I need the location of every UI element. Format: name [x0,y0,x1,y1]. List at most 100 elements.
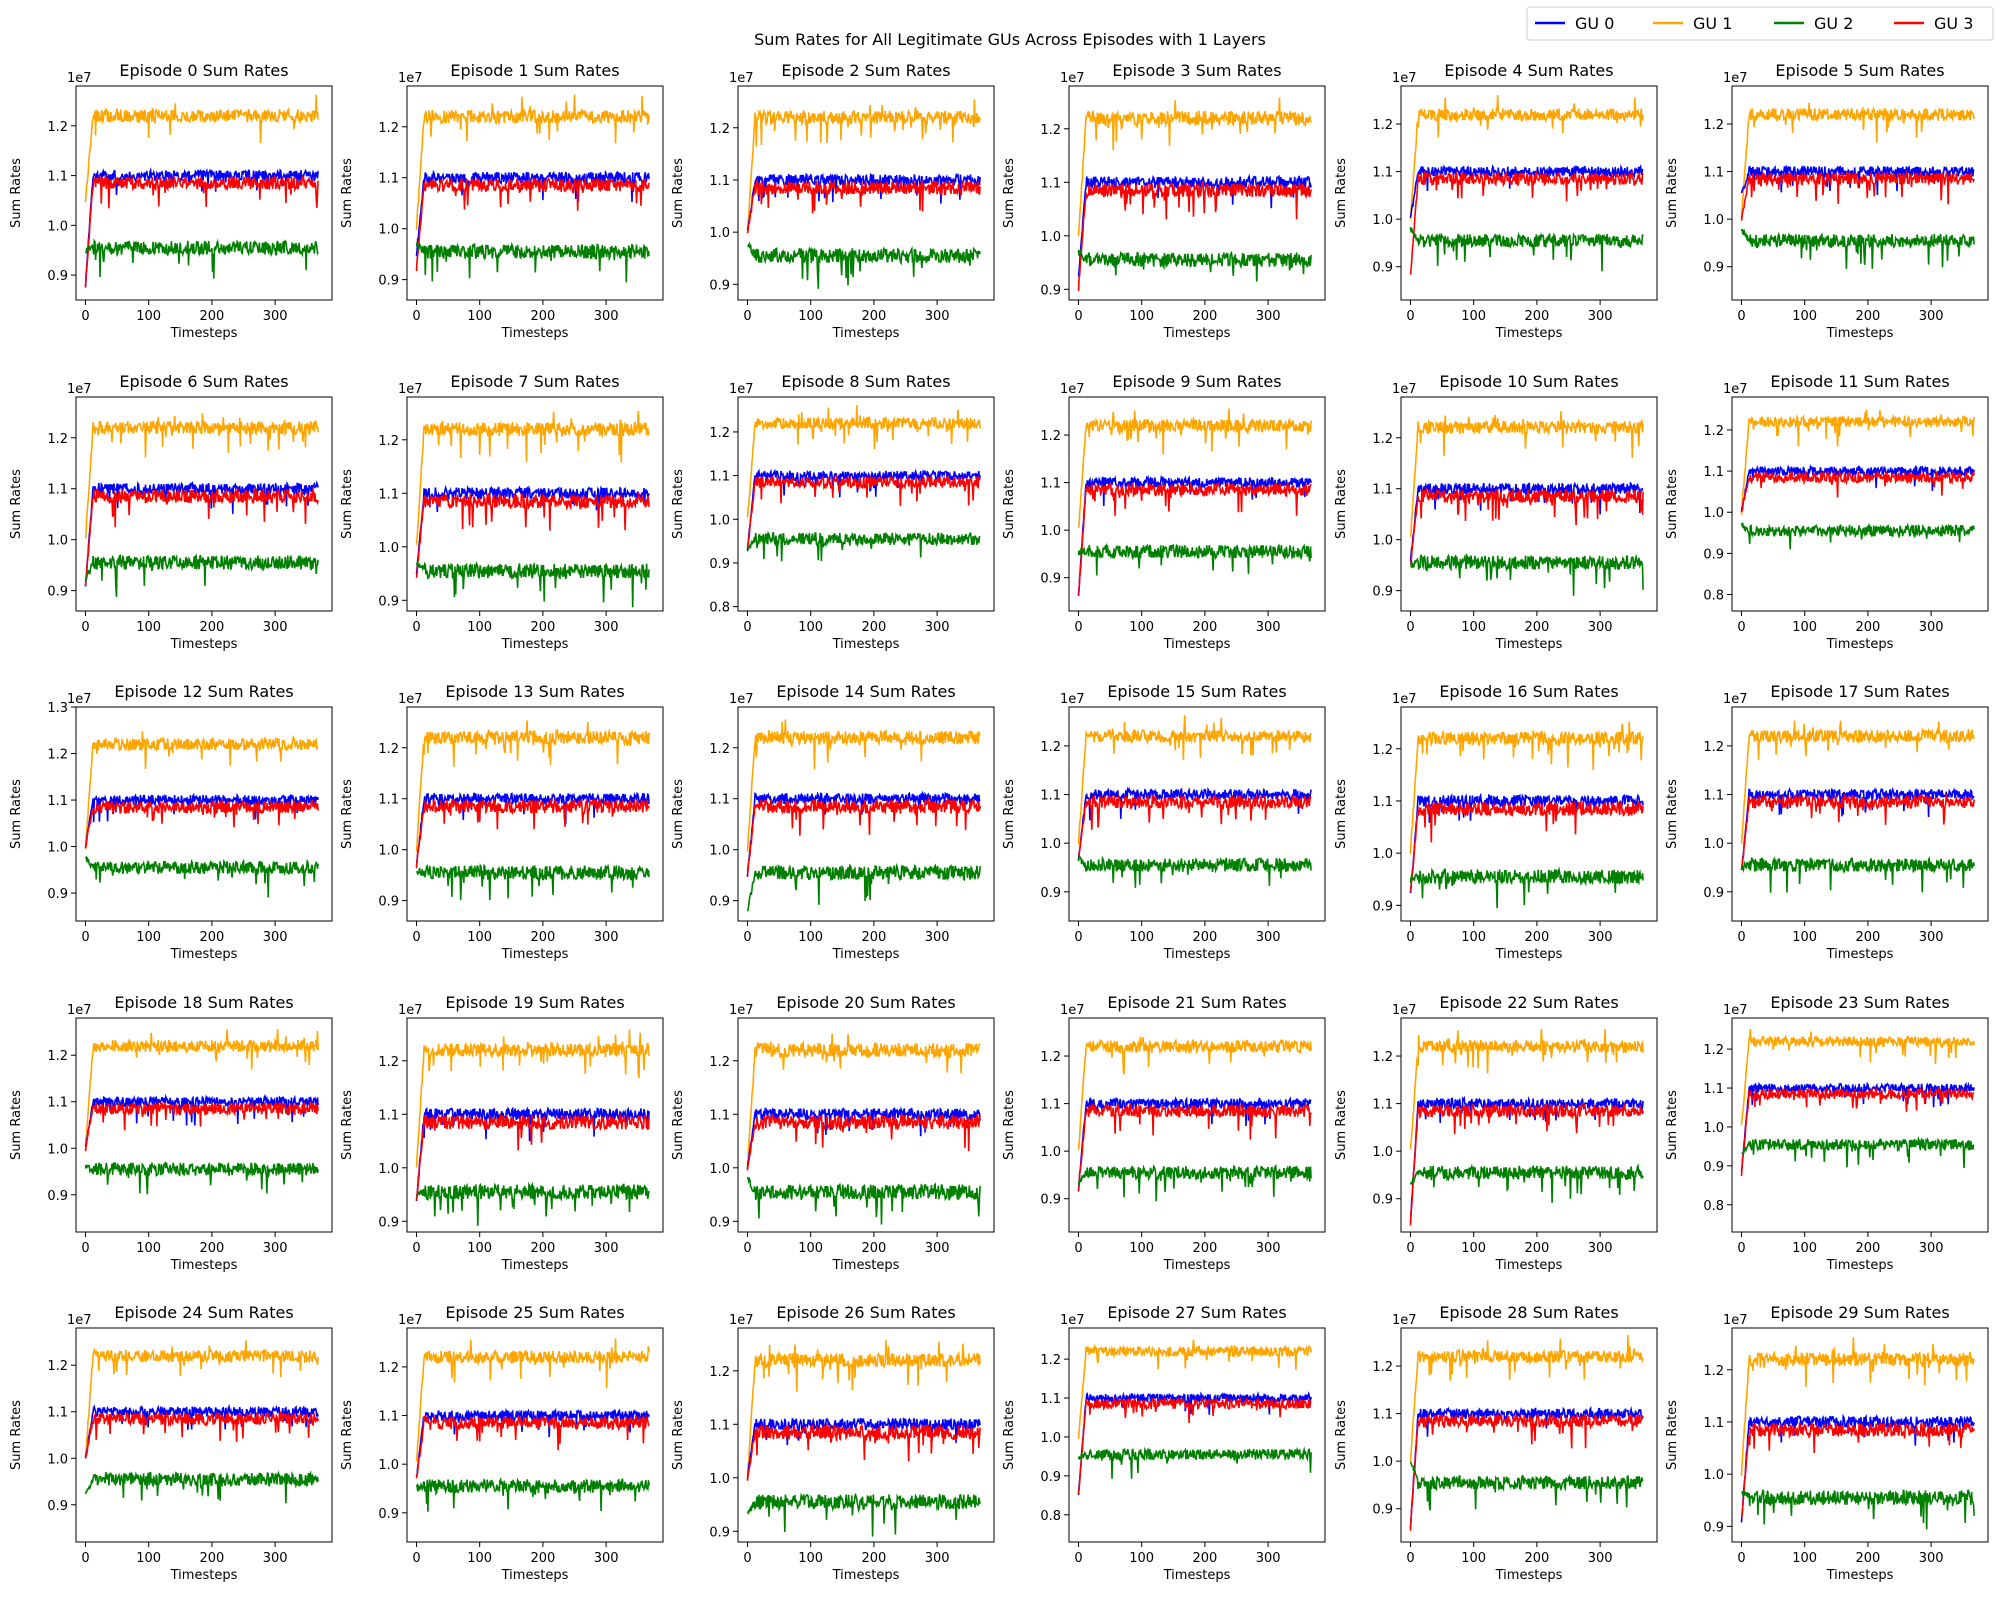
x-tick-label: 300 [1256,309,1281,324]
y-tick-label: 0.9 [47,585,68,600]
series-gu2 [84,1470,319,1504]
axes-frame [75,1327,333,1543]
x-axis-label: Timesteps [501,326,569,341]
y-tick-label: 1.2 [709,742,730,757]
panel-title: Episode 28 Sum Rates [1439,1303,1618,1322]
y-tick-label: 1.2 [1372,118,1393,133]
x-tick-label: 300 [263,309,288,324]
panel-episode-17: 0 100 200 300 0.9 1.0 1.1 1.2 1e7 Episode 17 Sum … [1665,682,1989,962]
series-gu0 [415,1407,650,1477]
x-tick-label: 100 [1129,1551,1154,1566]
y-tick-label: 1.1 [1703,789,1724,804]
series-gu1 [1077,97,1312,237]
y-tick-label: 1.1 [378,487,399,502]
x-axis-label: Timesteps [1163,1258,1231,1273]
series-gu2 [1409,1461,1644,1511]
series-gu0 [1409,481,1644,562]
x-tick-label: 300 [594,309,619,324]
y-tick-label: 1.0 [1040,524,1061,539]
x-tick-label: 0 [81,1241,89,1256]
y-tick-label: 1.0 [378,844,399,859]
panel-title: Episode 16 Sum Rates [1439,682,1618,701]
y-exponent-label: 1e7 [1723,1313,1748,1328]
panel-grid: 0 100 200 300 0.9 1.0 1.1 1.2 1e7 Episode 0 Sum R… [9,61,1989,1583]
y-tick-label: 1.1 [47,1406,68,1421]
x-tick-label: 100 [1129,309,1154,324]
x-tick-label: 100 [136,1551,161,1566]
y-axis-label: Sum Rates [1002,1090,1017,1160]
x-tick-label: 300 [925,620,950,635]
panel-title: Episode 1 Sum Rates [450,61,619,80]
series-gu2 [84,1160,319,1195]
y-exponent-label: 1e7 [1392,71,1417,86]
series-gu2 [1741,1136,1975,1169]
y-tick-label: 1.1 [1703,166,1724,181]
y-exponent-label: 1e7 [398,71,423,86]
x-tick-label: 0 [743,309,751,324]
x-tick-label: 300 [1256,930,1281,945]
y-tick-label: 1.0 [709,1162,730,1177]
y-tick-label: 1.1 [709,1108,730,1123]
series-gu0 [84,792,319,848]
y-axis-label: Sum Rates [1334,1400,1349,1470]
y-axis-label: Sum Rates [340,158,355,228]
axes-frame [406,396,664,612]
series-gu2 [1077,542,1312,576]
y-tick-label: 1.2 [709,1055,730,1070]
panel-title: Episode 15 Sum Rates [1107,682,1286,701]
y-tick-label: 1.1 [1372,1098,1393,1113]
x-tick-label: 100 [1129,930,1154,945]
series-gu1 [1740,1337,1975,1476]
series-gu1 [746,719,981,852]
series-gu3 [1409,1101,1644,1226]
y-tick-label: 0.9 [1040,1193,1061,1208]
panel-episode-29: 0 100 200 300 0.9 1.0 1.1 1.2 1e7 Episode 29 Sum … [1665,1303,1989,1583]
y-tick-label: 1.0 [378,541,399,556]
y-tick-label: 1.1 [1372,795,1393,810]
y-tick-label: 1.2 [47,432,68,447]
y-axis-label: Sum Rates [340,1090,355,1160]
series-gu3 [746,474,981,548]
panel-episode-16: 0 100 200 300 0.9 1.0 1.1 1.2 1e7 Episode 16 Sum … [1334,682,1658,962]
y-tick-label: 1.1 [378,1410,399,1425]
panel-title: Episode 23 Sum Rates [1770,993,1949,1012]
panel-episode-13: 0 100 200 300 0.9 1.0 1.1 1.2 1e7 Episode 13 Sum … [340,682,664,962]
y-tick-label: 0.9 [1703,1160,1724,1175]
y-axis-label: Sum Rates [1002,158,1017,228]
y-tick-label: 1.0 [47,534,68,549]
x-tick-label: 100 [1129,620,1154,635]
y-axis-label: Sum Rates [9,469,24,539]
x-tick-label: 200 [1524,1241,1549,1256]
x-tick-label: 0 [1406,309,1414,324]
series-gu1 [746,99,981,234]
x-tick-label: 200 [1524,1551,1549,1566]
x-axis-label: Timesteps [832,947,900,962]
x-axis-label: Timesteps [1163,1568,1231,1583]
series-gu3 [415,797,650,869]
panel-title: Episode 11 Sum Rates [1770,372,1949,391]
y-tick-label: 1.1 [47,483,68,498]
x-tick-label: 200 [530,309,555,324]
y-tick-label: 0.9 [378,1215,399,1230]
series-gu1 [1740,1028,1975,1126]
axes-frame [1731,1327,1989,1543]
series-gu0 [415,1106,650,1202]
axes-frame [1400,706,1658,922]
y-axis-label: Sum Rates [1665,779,1680,849]
series-gu1 [746,1340,981,1482]
y-tick-label: 1.2 [1703,1043,1724,1058]
y-axis-label: Sum Rates [1002,469,1017,539]
y-tick-label: 1.0 [47,219,68,234]
x-tick-label: 300 [263,930,288,945]
series-gu3 [415,176,650,272]
x-tick-label: 300 [1919,930,1944,945]
series-gu3 [415,1414,650,1479]
x-tick-label: 100 [136,309,161,324]
y-tick-label: 0.9 [709,278,730,293]
series-gu0 [1077,173,1312,277]
legend: GU 0 GU 1 GU 2 GU 3 [1526,6,1994,41]
y-tick-label: 0.9 [1703,886,1724,901]
axes-frame [406,706,664,922]
y-exponent-label: 1e7 [1392,692,1417,707]
